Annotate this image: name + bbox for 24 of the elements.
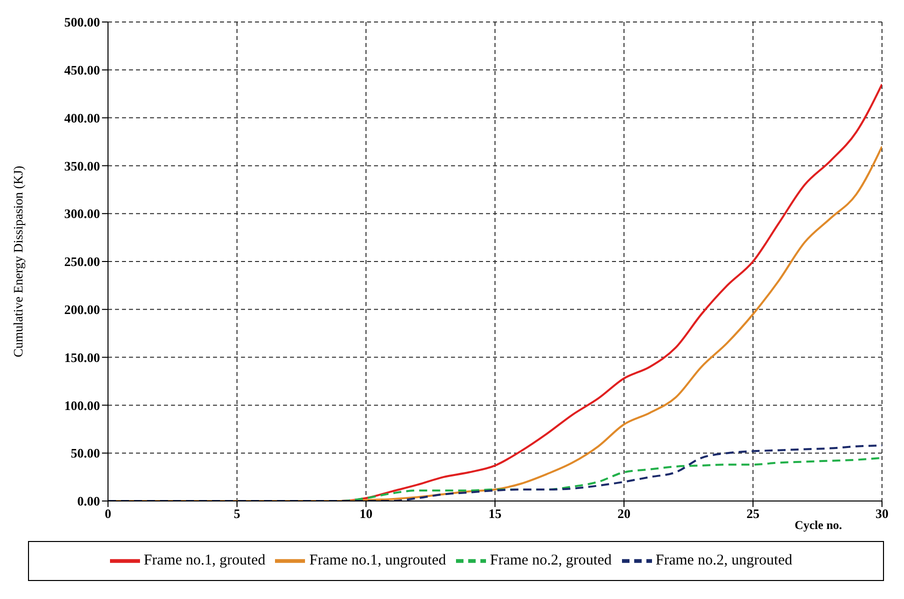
y-tick-label: 50.00: [70, 446, 100, 461]
y-tick-label: 400.00: [64, 110, 100, 126]
legend-label: Frame no.1, ungrouted: [309, 552, 446, 568]
x-tick-label: 25: [746, 506, 760, 522]
y-tick-label: 350.00: [64, 158, 100, 174]
x-tick-label: 15: [488, 506, 502, 522]
x-axis-title: Cycle no.: [794, 518, 842, 532]
y-tick-label: 0.00: [77, 494, 100, 509]
x-tick-label: 20: [618, 506, 630, 522]
y-tick-label: 200.00: [64, 302, 100, 318]
y-tick-label: 450.00: [64, 62, 100, 78]
x-tick-label: 0: [104, 506, 112, 522]
x-tick-label: 5: [234, 506, 241, 522]
legend-label: Frame no.2, grouted: [490, 552, 612, 568]
legend-label: Frame no.1, grouted: [144, 552, 266, 568]
y-axis-title: Cumulative Energy Dissipasion (KJ): [10, 166, 26, 358]
y-tick-label: 500.00: [64, 14, 100, 30]
x-tick-label: 10: [360, 506, 372, 522]
y-tick-label: 150.00: [64, 350, 100, 365]
legend-label: Frame no.2, ungrouted: [656, 552, 792, 568]
y-tick-label: 100.00: [64, 398, 100, 413]
x-tick-label: 30: [876, 506, 888, 522]
y-tick-label: 250.00: [64, 254, 100, 270]
y-tick-label: 300.00: [64, 206, 100, 222]
